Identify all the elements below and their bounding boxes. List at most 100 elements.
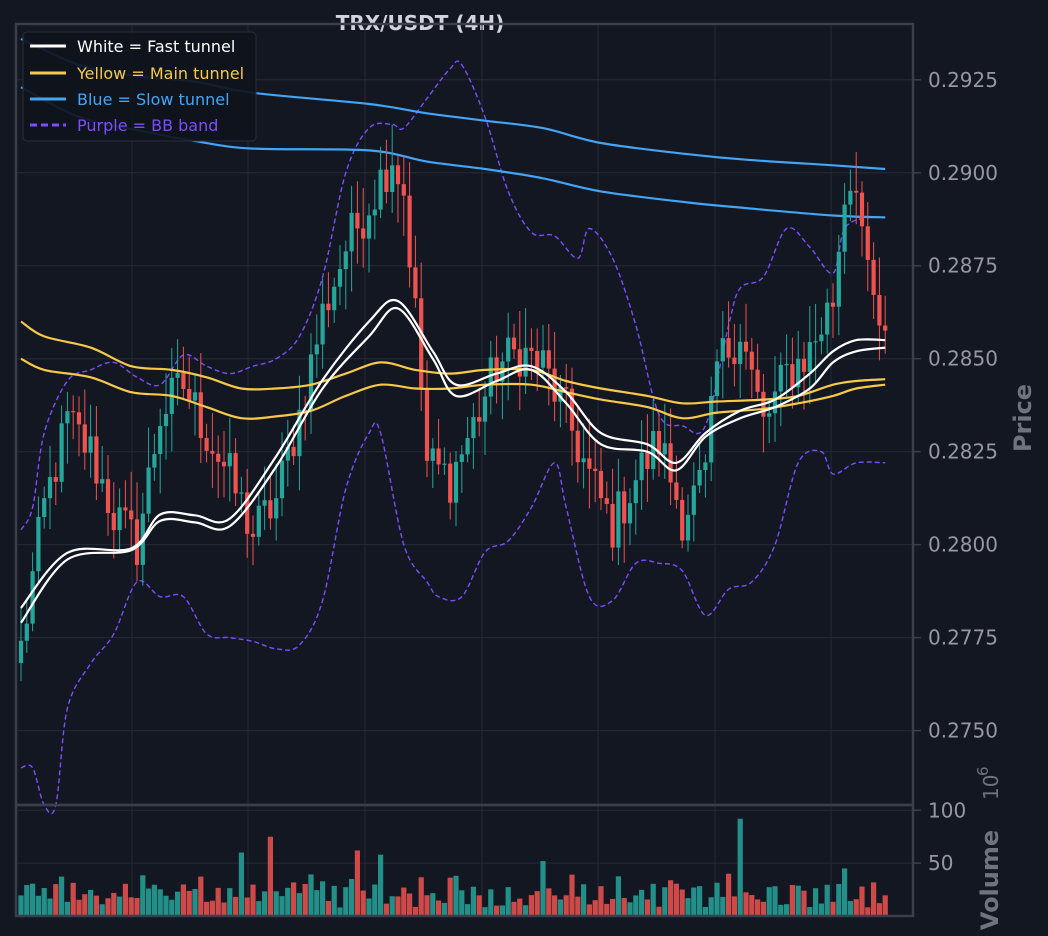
volume-bar <box>517 898 523 916</box>
volume-bar <box>308 874 314 916</box>
volume-bar <box>349 878 355 916</box>
volume-bar <box>859 886 865 916</box>
candle-body <box>372 209 377 216</box>
volume-bar <box>824 884 830 916</box>
candle-body <box>680 499 685 541</box>
candle-body <box>877 294 882 326</box>
candle-body <box>743 341 749 352</box>
price-tick-label: 0.2825 <box>928 440 998 464</box>
price-tick-label: 0.2925 <box>928 68 998 92</box>
volume-exponent-power: 6 <box>974 766 992 776</box>
candle-body <box>830 302 836 307</box>
price-tick-label: 0.2875 <box>928 254 998 278</box>
candle-body <box>471 417 476 439</box>
volume-bar <box>383 903 389 916</box>
volume-bar <box>610 898 616 916</box>
volume-bar <box>470 886 476 916</box>
price-grid <box>16 24 913 805</box>
legend-label-main: Yellow = Main tunnel <box>76 64 244 83</box>
volume-bar <box>262 891 268 916</box>
candle-body <box>836 251 841 307</box>
candle-body <box>755 369 760 392</box>
volume-bar <box>163 895 169 916</box>
volume-bar <box>337 907 343 916</box>
volume-bar <box>407 893 413 916</box>
candle-body <box>395 165 401 185</box>
volume-bar <box>697 886 703 916</box>
candle-body <box>790 364 795 388</box>
volume-bar <box>331 885 337 916</box>
candle-body <box>337 269 343 287</box>
volume-bar <box>76 899 82 916</box>
candle-body <box>825 302 830 335</box>
candle-body <box>575 430 580 463</box>
volume-bar <box>818 903 824 916</box>
volume-bar <box>64 901 70 916</box>
volume-bar <box>418 877 424 916</box>
volume-exponent-base: 10 <box>979 775 1003 800</box>
volume-bar <box>366 898 372 916</box>
candle-body <box>482 396 488 422</box>
volume-bar <box>755 899 761 916</box>
candle-body <box>662 443 667 455</box>
legend-label-bb: Purple = BB band <box>77 116 218 135</box>
volume-bar <box>18 895 24 916</box>
candle-body <box>558 387 563 402</box>
candle-body <box>610 503 615 548</box>
candle-body <box>697 470 702 486</box>
volume-bar <box>720 896 726 916</box>
price-axis-label: Price <box>1009 384 1037 452</box>
bb-band-upper <box>20 60 886 531</box>
legend-label-fast: White = Fast tunnel <box>77 37 235 56</box>
candle-body <box>401 184 406 196</box>
volume-bar <box>476 895 482 916</box>
volume-bar <box>285 887 291 916</box>
volume-bar <box>186 890 192 916</box>
candle-body <box>82 424 87 453</box>
volume-axis: 50 100 <box>913 798 966 875</box>
candle-body <box>801 358 807 372</box>
candle-body <box>36 516 41 572</box>
volume-bar <box>633 895 639 916</box>
volume-bar <box>801 890 807 916</box>
bb-band <box>20 60 886 815</box>
volume-bar <box>291 882 297 916</box>
bb-band-lower <box>20 421 886 815</box>
volume-bar <box>552 895 558 916</box>
candle-body <box>807 342 812 372</box>
volume-bar <box>575 896 581 916</box>
candle-body <box>883 325 888 331</box>
candle-body <box>772 391 778 414</box>
candle-body <box>442 463 447 465</box>
candle-body <box>720 338 725 362</box>
volume-bar <box>842 868 848 916</box>
candle-body <box>848 190 853 205</box>
candle-body <box>175 372 180 378</box>
candle-body <box>488 357 493 397</box>
volume-bar <box>604 903 610 916</box>
volume-bar <box>82 894 88 916</box>
volume-bar <box>836 883 842 916</box>
volume-bar <box>482 907 488 916</box>
candle-body <box>268 500 273 519</box>
candle-body <box>250 533 256 537</box>
volume-bar <box>662 887 668 916</box>
volume-bar <box>215 887 221 916</box>
volume-bar <box>209 900 215 916</box>
volume-bar <box>354 850 360 916</box>
candle-body <box>245 492 250 534</box>
volume-bar <box>534 891 540 916</box>
candle-body <box>854 190 859 193</box>
candle-body <box>326 303 331 311</box>
candle-body <box>158 425 163 455</box>
volume-bar <box>343 887 349 916</box>
volume-bar <box>813 888 819 916</box>
candle-body <box>146 467 151 514</box>
candle-body <box>256 505 261 537</box>
volume-bar <box>621 897 627 916</box>
candle-body <box>274 498 279 519</box>
legend: White = Fast tunnel Yellow = Main tunnel… <box>22 31 257 142</box>
volume-bar <box>198 876 204 916</box>
volume-bar <box>656 906 662 916</box>
volume-bar <box>151 884 157 916</box>
